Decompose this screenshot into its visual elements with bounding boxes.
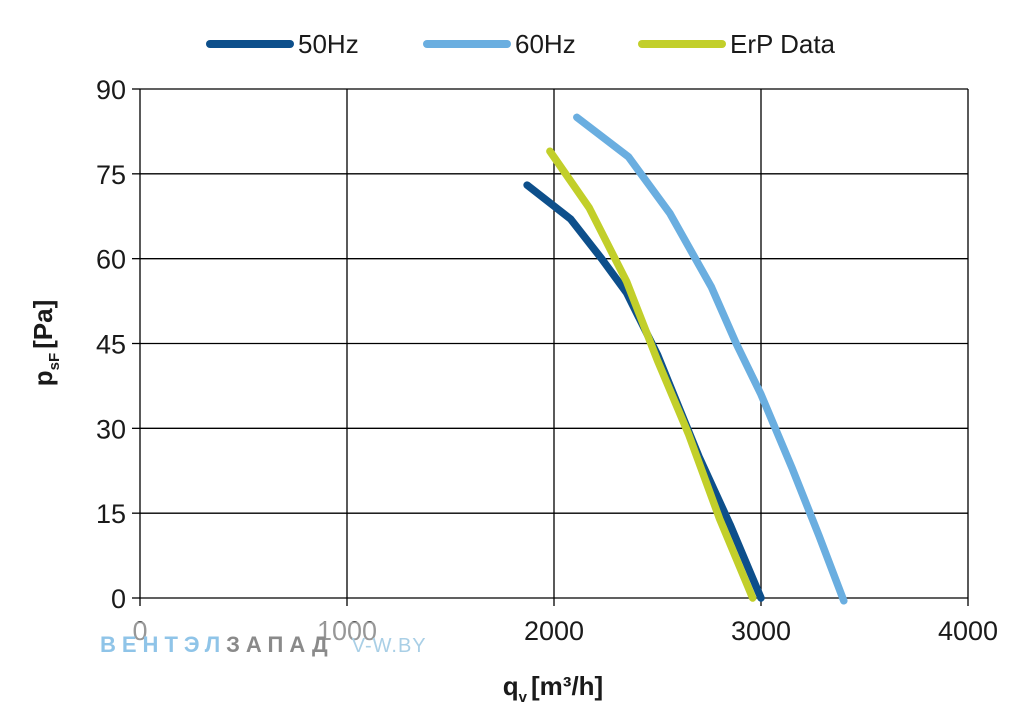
watermark: ВЕНТЭЛЗАПАД V-W.BY xyxy=(100,622,455,668)
y-tick-label: 60 xyxy=(96,245,126,275)
y-tick-label: 0 xyxy=(111,584,126,614)
grid xyxy=(132,88,969,606)
legend-label-50hz: 50Hz xyxy=(298,29,359,59)
x-axis-title: qv [m³/h] xyxy=(503,671,603,706)
y-tick-label: 45 xyxy=(96,330,126,360)
y-tick-label: 15 xyxy=(96,499,126,529)
x-tick-label: 3000 xyxy=(731,616,791,646)
legend: 50Hz 60Hz ErP Data xyxy=(206,29,836,59)
y-tick-label: 75 xyxy=(96,160,126,190)
y-tick-label: 90 xyxy=(96,75,126,105)
y-tick-label: 30 xyxy=(96,414,126,444)
series-lines xyxy=(523,113,848,605)
x-tick-label: 2000 xyxy=(524,616,584,646)
legend-label-60hz: 60Hz xyxy=(515,29,576,59)
y-axis-title: psF[Pa] xyxy=(28,300,63,387)
watermark-part2: ЗАПАД xyxy=(226,632,334,657)
x-tick-label: 4000 xyxy=(938,616,998,646)
series-line-60hz xyxy=(573,113,848,605)
watermark-part1: ВЕНТЭЛ xyxy=(100,632,227,657)
legend-label-erp-data: ErP Data xyxy=(730,29,836,59)
y-ticks: 0 15 30 45 60 75 90 xyxy=(96,75,126,614)
series-line-erp-data xyxy=(546,147,757,602)
watermark-site: V-W.BY xyxy=(351,635,427,657)
